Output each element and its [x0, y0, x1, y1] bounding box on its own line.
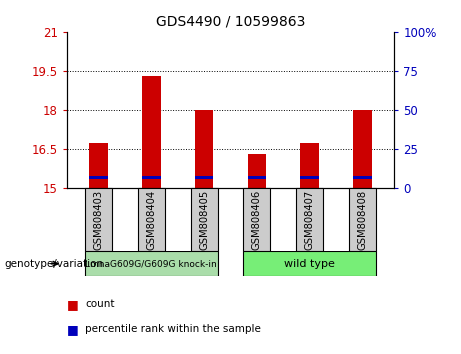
Text: GSM808407: GSM808407 — [305, 189, 315, 250]
Text: count: count — [85, 299, 115, 309]
Text: GSM808405: GSM808405 — [199, 189, 209, 250]
Bar — [248, 154, 266, 188]
Text: ■: ■ — [67, 298, 78, 311]
Bar — [243, 251, 376, 276]
Text: GSM808403: GSM808403 — [94, 189, 104, 250]
Text: GSM808408: GSM808408 — [357, 189, 367, 250]
Bar — [353, 110, 372, 188]
Bar — [349, 188, 376, 251]
Bar — [85, 251, 218, 276]
Bar — [243, 188, 270, 251]
Text: ■: ■ — [67, 323, 78, 336]
Bar — [296, 188, 323, 251]
Bar — [142, 176, 160, 179]
Text: GDS4490 / 10599863: GDS4490 / 10599863 — [156, 14, 305, 28]
Bar — [85, 188, 112, 251]
Bar — [301, 143, 319, 188]
Bar — [301, 176, 319, 179]
Text: GSM808406: GSM808406 — [252, 189, 262, 250]
Text: LmnaG609G/G609G knock-in: LmnaG609G/G609G knock-in — [85, 259, 217, 268]
Bar — [195, 176, 213, 179]
Text: percentile rank within the sample: percentile rank within the sample — [85, 324, 261, 334]
Text: genotype/variation: genotype/variation — [5, 259, 104, 269]
Bar — [191, 188, 218, 251]
Bar — [353, 176, 372, 179]
Bar — [195, 110, 213, 188]
Bar — [89, 143, 108, 188]
Bar — [142, 76, 160, 188]
Bar — [248, 176, 266, 179]
Bar — [89, 176, 108, 179]
Text: wild type: wild type — [284, 259, 335, 269]
Bar — [138, 188, 165, 251]
Text: GSM808404: GSM808404 — [146, 189, 156, 250]
